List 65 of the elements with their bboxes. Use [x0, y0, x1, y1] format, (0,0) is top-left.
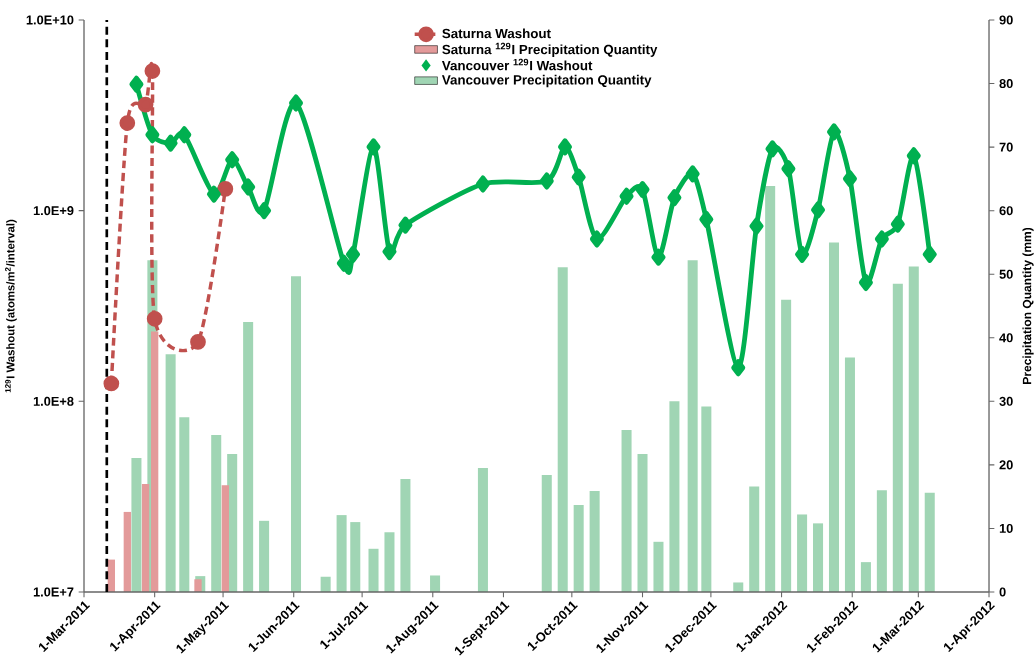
y2-axis-title: Precipitation Quantity (mm): [1022, 227, 1034, 384]
point: [685, 165, 700, 183]
point: [874, 230, 889, 248]
point: [539, 172, 554, 190]
point: [475, 175, 490, 193]
point: [765, 140, 780, 158]
y-tick-label: 1.0E+7: [33, 587, 74, 597]
point: [382, 243, 397, 261]
point: [366, 138, 381, 156]
point: [781, 160, 796, 178]
point: [589, 230, 604, 248]
point: [129, 75, 144, 93]
point: [190, 334, 206, 350]
point: [795, 245, 810, 263]
point: [842, 170, 857, 188]
legend-label: Saturna $^{129}$I Precipitation Quantity: [442, 42, 658, 57]
point: [225, 151, 240, 169]
point: [571, 168, 586, 186]
point: [103, 375, 120, 392]
point: [826, 123, 841, 141]
point: [119, 115, 136, 131]
point: [257, 202, 272, 220]
y2-tick-label: 40: [999, 333, 1013, 343]
point: [619, 187, 634, 205]
point: [144, 63, 161, 79]
point: [163, 134, 178, 152]
point: [890, 215, 905, 233]
point: [651, 248, 666, 266]
point: [731, 359, 746, 377]
point: [241, 178, 256, 196]
y2-tick-label: 80: [999, 79, 1013, 89]
point: [749, 217, 764, 235]
point: [398, 216, 413, 234]
legend-label: Vancouver $^{129}$I Washout: [441, 58, 593, 71]
point: [146, 310, 163, 327]
point: [922, 245, 937, 263]
y2-tick-label: 20: [999, 460, 1013, 470]
legend-label: Vancouver Precipitation Quantity: [441, 74, 652, 88]
point: [177, 126, 192, 144]
y2-tick-label: 0: [999, 587, 1006, 597]
y2-tick-label: 10: [999, 523, 1013, 533]
y2-tick-label: 30: [999, 396, 1013, 406]
y-tick-label: 1.0E+8: [33, 396, 74, 406]
point: [206, 185, 221, 203]
point: [811, 201, 826, 219]
y2-tick-label: 50: [999, 269, 1013, 279]
point: [346, 245, 360, 263]
point: [336, 254, 351, 272]
point: [145, 126, 160, 144]
y2-tick-label: 90: [999, 15, 1013, 25]
y-axis-title: $^{129}$I Washout (atoms/m$^{2}$/interval): [5, 219, 17, 393]
point: [635, 181, 650, 199]
y2-tick-label: 70: [999, 142, 1013, 152]
y-tick-label: 1.0E+9: [33, 206, 74, 216]
legend-label: Saturna Washout: [442, 28, 551, 39]
point: [558, 138, 572, 156]
point: [217, 181, 234, 197]
point: [906, 147, 921, 165]
y-tick-label: 1.0E+10: [26, 15, 74, 25]
point: [699, 210, 714, 228]
point: [667, 189, 682, 207]
point: [289, 94, 304, 112]
point: [137, 96, 154, 113]
point: [858, 273, 873, 292]
y2-tick-label: 60: [999, 206, 1013, 216]
